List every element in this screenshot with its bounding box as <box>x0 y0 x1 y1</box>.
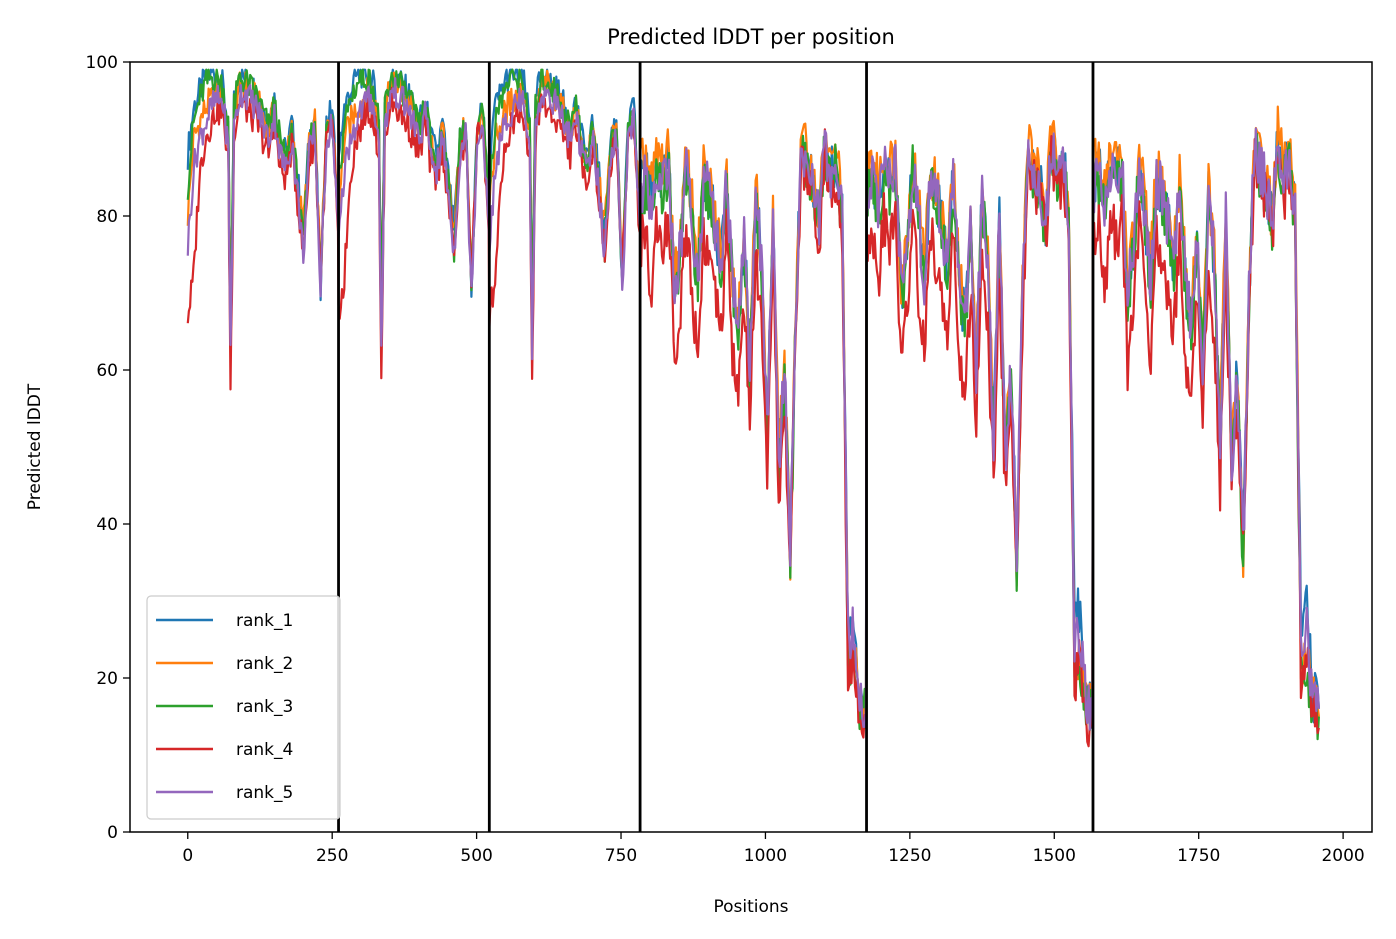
y-tick-label: 20 <box>96 669 118 689</box>
x-tick-label: 1500 <box>1033 846 1076 866</box>
legend-label-rank_3: rank_3 <box>236 697 293 717</box>
chain-boundaries <box>337 62 1095 832</box>
series-line-rank_5 <box>186 77 1320 731</box>
legend-box <box>146 595 341 820</box>
legend-label-rank_1: rank_1 <box>236 611 293 631</box>
x-tick-label: 1750 <box>1177 846 1220 866</box>
series-layer <box>186 68 1320 748</box>
x-tick-label: 1000 <box>744 846 787 866</box>
series-line-rank_1 <box>186 68 1320 729</box>
series-line-rank_3 <box>186 68 1320 741</box>
x-tick-label: 500 <box>460 846 492 866</box>
y-tick-label: 100 <box>86 53 118 73</box>
x-tick-label: 1250 <box>888 846 931 866</box>
y-tick-label: 40 <box>96 515 118 535</box>
y-axis-ticks: 0 20 40 60 80 100 <box>86 53 130 843</box>
x-tick-label: 2000 <box>1321 846 1364 866</box>
plot-frame <box>129 61 1373 833</box>
legend-label-rank_5: rank_5 <box>236 783 293 803</box>
y-axis-label: Predicted lDDT <box>25 383 45 510</box>
x-tick-label: 250 <box>316 846 348 866</box>
y-tick-label: 0 <box>107 823 118 843</box>
series-line-rank_4 <box>186 86 1320 748</box>
legend-label-rank_4: rank_4 <box>236 740 293 760</box>
x-tick-label: 0 <box>182 846 193 866</box>
y-tick-label: 60 <box>96 361 118 381</box>
x-axis-ticks: 0 250 500 750 1000 1250 1500 1750 2000 <box>182 832 1365 866</box>
chart-title: Predicted lDDT per position <box>607 25 895 49</box>
x-tick-label: 750 <box>605 846 637 866</box>
legend: rank_1 rank_2 rank_3 rank_4 rank_5 <box>146 595 341 820</box>
y-tick-label: 80 <box>96 207 118 227</box>
series-line-rank_2 <box>186 69 1320 735</box>
x-axis-label: Positions <box>713 897 788 917</box>
legend-label-rank_2: rank_2 <box>236 654 293 674</box>
